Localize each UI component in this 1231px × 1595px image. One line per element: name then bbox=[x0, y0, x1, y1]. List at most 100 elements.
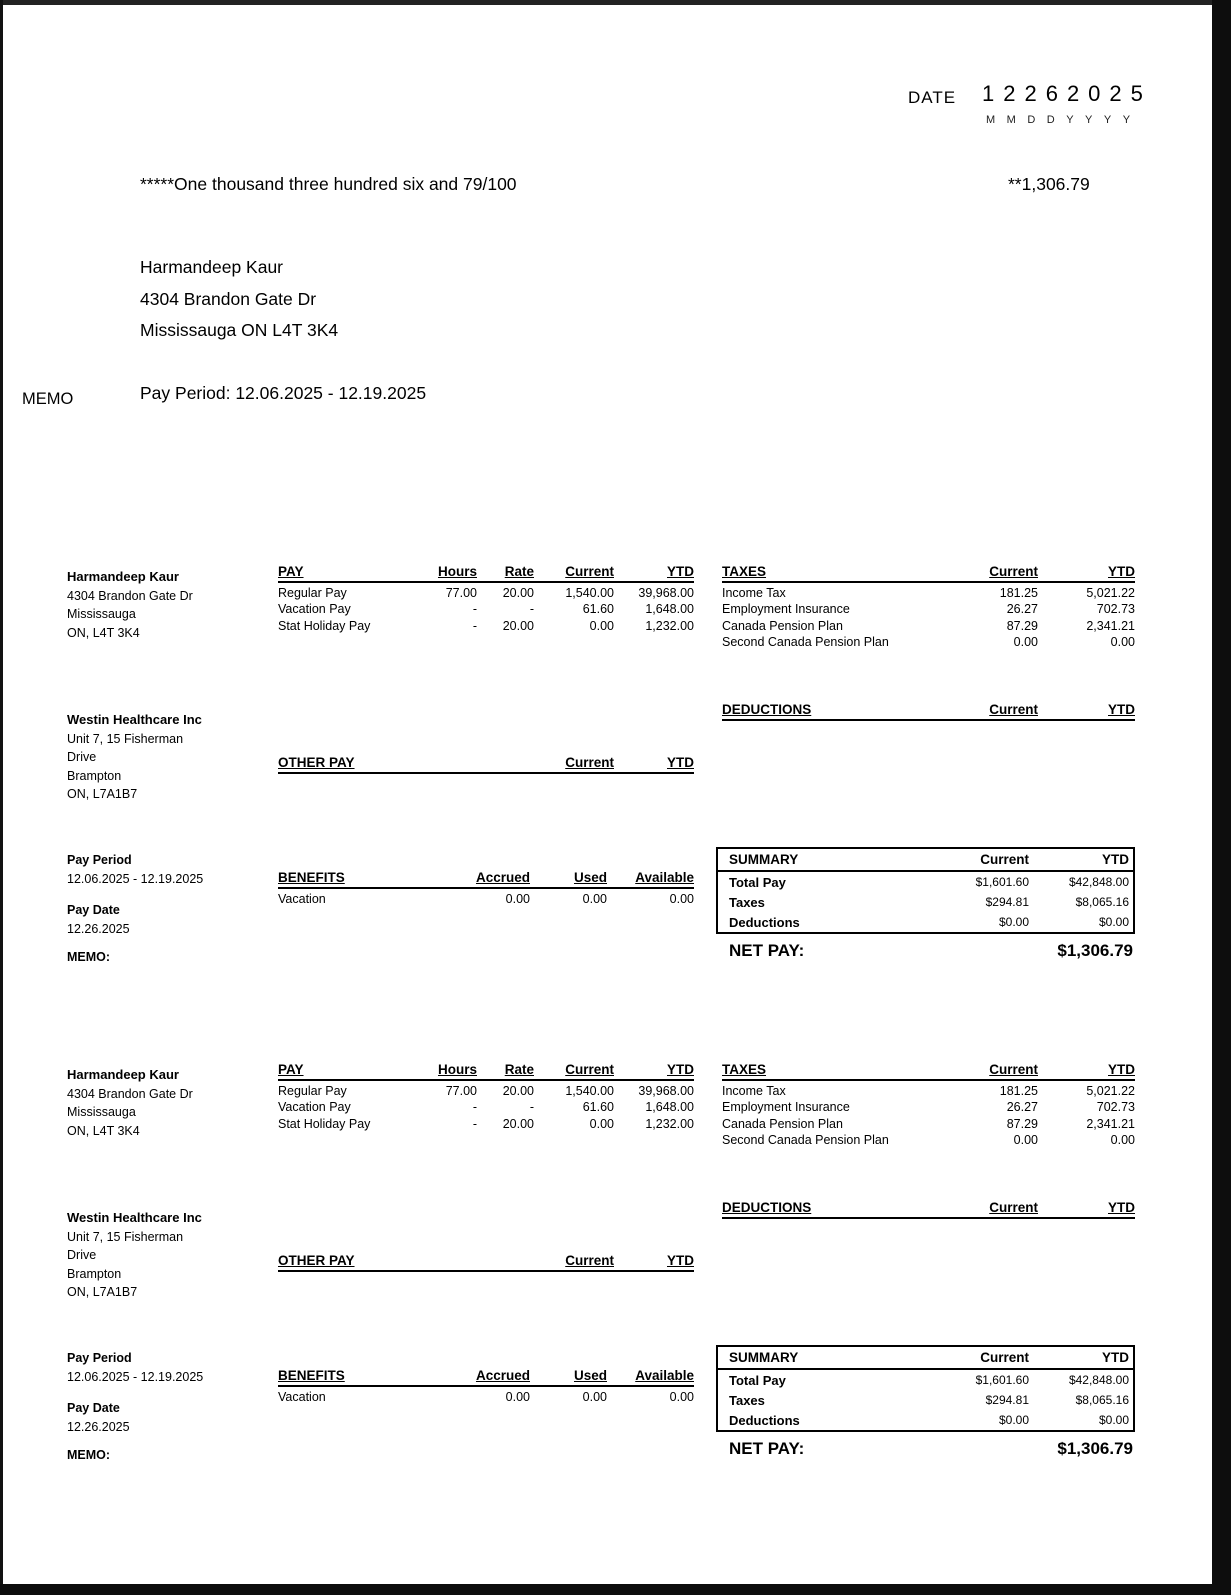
employer-address-line: ON, L7A1B7 bbox=[67, 787, 138, 801]
table-row: Deductions $0.00 $0.00 bbox=[718, 912, 1133, 932]
pay-row-ytd: 1,648.00 bbox=[645, 1100, 694, 1114]
column-header-hours: Hours bbox=[437, 564, 477, 579]
summary-title: SUMMARY bbox=[729, 1350, 799, 1365]
employee-address-line: 4304 Brandon Gate Dr bbox=[67, 1086, 193, 1101]
benefit-row-available: 0.00 bbox=[669, 1389, 694, 1404]
tax-row-ytd: 5,021.22 bbox=[1086, 1083, 1135, 1098]
tax-row-current: 26.27 bbox=[1006, 1100, 1038, 1114]
employee-address-line: ON, L4T 3K4 bbox=[67, 1123, 140, 1138]
summary-row-current: $0.00 bbox=[998, 914, 1029, 929]
summary-row-label: Deductions bbox=[729, 1412, 800, 1428]
column-header-rate: Rate bbox=[504, 1062, 534, 1077]
net-pay-value: $1,306.79 bbox=[1057, 941, 1133, 960]
column-header-accrued: Accrued bbox=[475, 870, 530, 885]
column-header-ytd: YTD bbox=[1102, 852, 1129, 867]
scan-border-bottom bbox=[0, 1584, 1231, 1595]
employee-address-block: Harmandeep Kaur 4304 Brandon Gate Dr Mis… bbox=[67, 1066, 267, 1140]
deductions-table-title: DEDUCTIONS bbox=[722, 1200, 812, 1215]
pay-row-rate: 20.00 bbox=[502, 1116, 534, 1131]
table-row: Regular Pay 77.00 20.00 1,540.00 39,968.… bbox=[278, 1081, 694, 1098]
table-row: Income Tax 181.25 5,021.22 bbox=[722, 583, 1135, 600]
pay-row-current: 61.60 bbox=[582, 1100, 614, 1114]
pay-table-title: PAY bbox=[278, 1062, 304, 1077]
pay-table: PAY Hours Rate Current YTD Regular Pay 7… bbox=[278, 564, 694, 633]
employer-name: Westin Healthcare Inc bbox=[67, 1210, 202, 1225]
pay-row-current: 61.60 bbox=[582, 602, 614, 616]
tax-row-label: Income Tax bbox=[722, 1083, 786, 1098]
employee-address-line: 4304 Brandon Gate Dr bbox=[67, 588, 193, 603]
pay-row-current: 0.00 bbox=[589, 618, 614, 633]
pay-row-current: 0.00 bbox=[589, 1116, 614, 1131]
tax-row-label: Second Canada Pension Plan bbox=[722, 635, 889, 649]
payee-name: Harmandeep Kaur bbox=[140, 257, 283, 277]
table-row: Vacation 0.00 0.00 0.00 bbox=[278, 1387, 694, 1404]
column-header-ytd: YTD bbox=[667, 1253, 694, 1268]
deductions-table-header: DEDUCTIONS Current YTD bbox=[722, 1200, 1135, 1219]
column-header-current: Current bbox=[989, 1200, 1038, 1215]
benefits-table-header: BENEFITS Accrued Used Available bbox=[278, 870, 694, 889]
deductions-table-title: DEDUCTIONS bbox=[722, 702, 812, 717]
table-row: Deductions $0.00 $0.00 bbox=[718, 1410, 1133, 1430]
benefit-row-available: 0.00 bbox=[669, 891, 694, 906]
employer-address-line: Drive bbox=[67, 1248, 97, 1262]
tax-row-ytd: 0.00 bbox=[1110, 635, 1135, 649]
table-row: Canada Pension Plan 87.29 2,341.21 bbox=[722, 1114, 1135, 1131]
net-pay-value: $1,306.79 bbox=[1057, 1439, 1133, 1458]
summary-row-current: $1,601.60 bbox=[975, 1372, 1029, 1387]
pay-row-label: Stat Holiday Pay bbox=[278, 1116, 371, 1131]
pay-row-hours: 77.00 bbox=[445, 1083, 477, 1098]
other-pay-table-header: OTHER PAY Current YTD bbox=[278, 1253, 694, 1272]
tax-row-ytd: 2,341.21 bbox=[1086, 618, 1135, 633]
date-label: DATE bbox=[908, 88, 957, 107]
amount-numeric: **1,306.79 bbox=[1008, 174, 1090, 194]
taxes-table: TAXES Current YTD Income Tax 181.25 5,02… bbox=[722, 564, 1135, 649]
pay-date-label: Pay Date bbox=[67, 1401, 120, 1415]
summary-header: SUMMARY Current YTD bbox=[718, 849, 1133, 872]
pay-row-hours: 77.00 bbox=[445, 585, 477, 600]
employer-address-line: Brampton bbox=[67, 768, 122, 783]
pay-date-label: Pay Date bbox=[67, 903, 120, 917]
other-pay-table-header: OTHER PAY Current YTD bbox=[278, 755, 694, 774]
employee-address-line: ON, L4T 3K4 bbox=[67, 625, 140, 640]
column-header-current: Current bbox=[989, 564, 1038, 579]
summary-row-label: Taxes bbox=[729, 894, 765, 910]
deductions-table-header: DEDUCTIONS Current YTD bbox=[722, 702, 1135, 721]
taxes-table-title: TAXES bbox=[722, 564, 767, 579]
benefit-row-accrued: 0.00 bbox=[505, 1389, 530, 1404]
amount-in-words: *****One thousand three hundred six and … bbox=[140, 174, 517, 194]
scan-border-right bbox=[1212, 0, 1231, 1595]
pay-row-ytd: 1,648.00 bbox=[645, 602, 694, 616]
other-pay-table: OTHER PAY Current YTD bbox=[278, 1253, 694, 1272]
pay-stub-2: Harmandeep Kaur 4304 Brandon Gate Dr Mis… bbox=[0, 1058, 1231, 1498]
employer-address-line: Unit 7, 15 Fisherman bbox=[67, 1229, 184, 1244]
table-row: Regular Pay 77.00 20.00 1,540.00 39,968.… bbox=[278, 583, 694, 600]
table-row: Vacation 0.00 0.00 0.00 bbox=[278, 889, 694, 906]
employer-address-line: Drive bbox=[67, 750, 97, 764]
pay-row-rate: - bbox=[529, 1100, 534, 1114]
employer-address-block: Westin Healthcare Inc Unit 7, 15 Fisherm… bbox=[67, 711, 267, 804]
summary-row-ytd: $0.00 bbox=[1098, 914, 1129, 929]
pay-period-label: Pay Period bbox=[67, 853, 132, 867]
table-row: Taxes $294.81 $8,065.16 bbox=[718, 892, 1133, 912]
tax-row-ytd: 0.00 bbox=[1110, 1133, 1135, 1147]
column-header-ytd: YTD bbox=[667, 564, 694, 579]
table-row: Taxes $294.81 $8,065.16 bbox=[718, 1390, 1133, 1410]
payee-address-line2: Mississauga ON L4T 3K4 bbox=[140, 320, 339, 340]
tax-row-ytd: 2,341.21 bbox=[1086, 1116, 1135, 1131]
pay-row-label: Vacation Pay bbox=[278, 1100, 351, 1114]
summary-box: SUMMARY Current YTD Total Pay $1,601.60 … bbox=[716, 847, 1135, 934]
pay-period-label: Pay Period bbox=[67, 1351, 132, 1365]
taxes-table-title: TAXES bbox=[722, 1062, 767, 1077]
employer-address-block: Westin Healthcare Inc Unit 7, 15 Fisherm… bbox=[67, 1209, 267, 1302]
tax-row-current: 0.00 bbox=[1013, 1133, 1038, 1147]
table-row: Vacation Pay - - 61.60 1,648.00 bbox=[278, 1098, 694, 1114]
summary-row-ytd: $42,848.00 bbox=[1068, 874, 1129, 889]
summary-box: SUMMARY Current YTD Total Pay $1,601.60 … bbox=[716, 1345, 1135, 1432]
employee-address-block: Harmandeep Kaur 4304 Brandon Gate Dr Mis… bbox=[67, 568, 267, 642]
pay-row-label: Regular Pay bbox=[278, 1083, 347, 1098]
benefit-row-accrued: 0.00 bbox=[505, 891, 530, 906]
net-pay-label: NET PAY: bbox=[729, 1439, 805, 1458]
column-header-ytd: YTD bbox=[1108, 564, 1135, 579]
benefits-table-title: BENEFITS bbox=[278, 870, 345, 885]
summary-row-label: Total Pay bbox=[729, 1372, 786, 1388]
